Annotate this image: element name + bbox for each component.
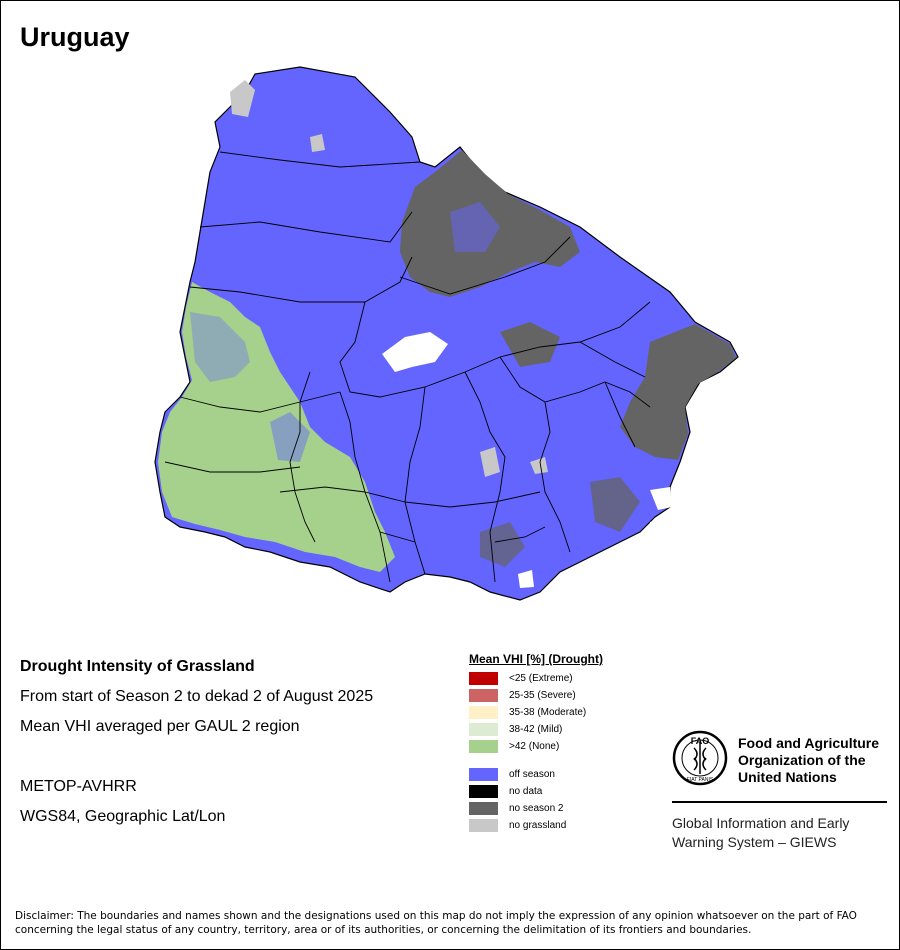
map-sensor: METOP-AVHRR bbox=[20, 778, 137, 795]
no-grassland-patch bbox=[480, 447, 500, 477]
legend-label: 38-42 (Mild) bbox=[509, 724, 563, 735]
fao-organization-name: Food and Agriculture Organization of the… bbox=[738, 735, 879, 786]
legend-swatch bbox=[469, 689, 498, 702]
fao-name-line: Food and Agriculture bbox=[738, 735, 880, 751]
legend-label: no season 2 bbox=[509, 803, 564, 814]
map-subject: Drought Intensity of Grassland bbox=[20, 658, 255, 675]
region-boundaries bbox=[164, 151, 651, 583]
legend-label: off season bbox=[509, 769, 555, 780]
east-no-season-patch bbox=[480, 522, 525, 567]
no-grassland-patch bbox=[530, 457, 548, 474]
white-patch bbox=[650, 487, 672, 510]
white-patch bbox=[382, 332, 448, 372]
legend-label: >42 (None) bbox=[509, 741, 560, 752]
country-map-svg bbox=[154, 66, 739, 601]
map-method: Mean VHI averaged per GAUL 2 region bbox=[20, 718, 300, 735]
legend-label: 35-38 (Moderate) bbox=[509, 707, 587, 718]
west-grassland-region bbox=[158, 282, 395, 572]
fao-logo-motto: FIAT PANIS bbox=[687, 777, 714, 783]
east-no-season-patch bbox=[500, 322, 560, 367]
legend-label: <25 (Extreme) bbox=[509, 673, 573, 684]
fao-logo-block: FAO FIAT PANIS Food and Agriculture Orga… bbox=[672, 730, 888, 860]
country-map bbox=[150, 62, 750, 607]
map-period: From start of Season 2 to dekad 2 of Aug… bbox=[20, 688, 374, 705]
legend-swatch bbox=[469, 802, 498, 815]
fao-emblem-icon: FAO FIAT PANIS bbox=[672, 730, 728, 786]
no-grassland-patch bbox=[310, 134, 325, 152]
legend-swatch bbox=[469, 740, 498, 753]
fao-name-line: United Nations bbox=[738, 769, 837, 785]
map-projection: WGS84, Geographic Lat/Lon bbox=[20, 808, 226, 825]
fao-name-line: Organization of the bbox=[738, 752, 866, 768]
legend-swatch bbox=[469, 768, 498, 781]
legend-swatch bbox=[469, 785, 498, 798]
white-patch bbox=[650, 517, 672, 542]
white-patch bbox=[518, 570, 534, 588]
east-no-season-patch bbox=[590, 477, 640, 532]
legend-title: Mean VHI [%] (Drought) bbox=[469, 652, 603, 666]
map-title: Uruguay bbox=[20, 22, 130, 52]
legend-swatch bbox=[469, 706, 498, 719]
legend-label: no grassland bbox=[509, 820, 567, 831]
disclaimer: Disclaimer: The boundaries and names sho… bbox=[15, 909, 885, 937]
giews-line: Global Information and Early bbox=[672, 815, 850, 831]
no-grassland-patch bbox=[230, 80, 255, 117]
west-grassland-patch bbox=[190, 312, 250, 382]
legend-swatch bbox=[469, 723, 498, 736]
legend-label: 25-35 (Severe) bbox=[509, 690, 576, 701]
northeast-no-season-patch bbox=[450, 202, 500, 252]
disclaimer-line: Disclaimer: The boundaries and names sho… bbox=[15, 910, 857, 922]
fao-logo-text: FAO bbox=[691, 736, 710, 746]
legend-swatch bbox=[469, 672, 498, 685]
legend-swatch bbox=[469, 819, 498, 832]
east-no-season-region bbox=[620, 324, 736, 460]
giews-name: Global Information and Early Warning Sys… bbox=[672, 814, 849, 852]
giews-line: Warning System – GIEWS bbox=[672, 834, 837, 850]
disclaimer-line: concerning the legal status of any count… bbox=[15, 924, 752, 936]
legend-label: no data bbox=[509, 786, 543, 797]
fao-divider bbox=[672, 801, 887, 803]
